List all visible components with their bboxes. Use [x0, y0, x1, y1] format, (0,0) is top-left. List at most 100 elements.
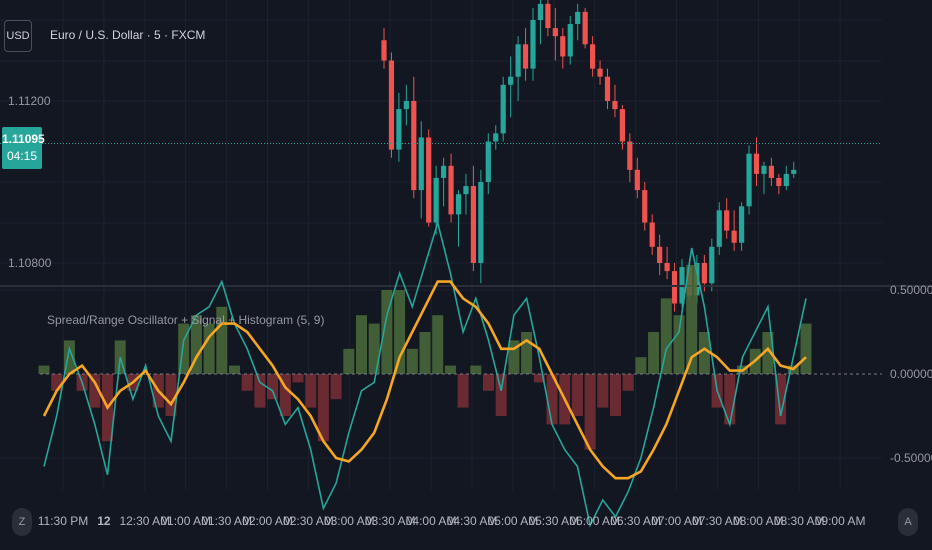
candle-body	[448, 165, 454, 215]
histogram-bar	[241, 374, 253, 391]
histogram-bar	[356, 315, 367, 374]
candle-body	[575, 11, 581, 25]
time-axis-label: 12	[97, 514, 111, 528]
candle-body	[478, 182, 484, 263]
time-axis-label: 03:00 AM	[324, 514, 375, 528]
indicator-axis[interactable]: 0.50000 0.00000 -0.50000	[890, 283, 932, 465]
candle-body	[701, 263, 707, 284]
histogram-bar	[724, 374, 736, 425]
histogram-bar	[279, 374, 291, 416]
time-axis-label: 04:30 AM	[447, 514, 498, 528]
time-axis-label: 06:30 AM	[610, 514, 661, 528]
candle-body	[649, 222, 655, 247]
histogram-bar	[317, 374, 329, 442]
candle-body	[709, 246, 715, 284]
grid	[0, 0, 882, 490]
candle-body	[545, 3, 551, 29]
candle-body	[381, 40, 387, 61]
current-price-value: 1.11095	[2, 132, 45, 146]
candle-body	[552, 28, 558, 37]
time-axis-label: 08:30 AM	[774, 514, 825, 528]
candle-body	[739, 206, 745, 243]
time-axis-label: 06:00 AM	[569, 514, 620, 528]
candle-body	[530, 20, 536, 69]
candle-body	[604, 76, 611, 101]
histogram-bar	[546, 374, 558, 425]
histogram-series	[38, 264, 812, 450]
price-axis[interactable]: 1.11200 1.10800	[8, 94, 52, 270]
indicator-title[interactable]: Spread/Range Oscillator + Signal + Histo…	[47, 313, 325, 327]
candle-body	[537, 3, 544, 21]
candle-body	[724, 210, 730, 231]
histogram-bar	[89, 374, 101, 408]
bar-countdown: 04:15	[6, 149, 38, 163]
oscillator-line	[43, 219, 807, 528]
histogram-bar	[533, 374, 545, 383]
histogram-bar	[254, 374, 266, 408]
candle-body	[508, 76, 514, 85]
candle-body	[463, 186, 469, 195]
time-axis-label: 03:30 AM	[365, 514, 416, 528]
candlestick-series	[381, 0, 797, 312]
auto-scale-left-button[interactable]: Z	[12, 508, 32, 536]
candle-body	[515, 44, 521, 77]
histogram-bar	[343, 348, 355, 374]
time-axis-label: 07:30 AM	[692, 514, 743, 528]
histogram-bar	[63, 340, 75, 374]
auto-scale-right-button[interactable]: A	[898, 508, 918, 536]
candle-body	[619, 109, 625, 142]
histogram-bar	[203, 323, 215, 374]
histogram-bar	[38, 365, 50, 374]
histogram-bar	[368, 323, 380, 374]
histogram-bar	[483, 374, 494, 391]
histogram-bar	[330, 374, 342, 400]
time-axis-label: 01:30 AM	[201, 514, 252, 528]
price-axis-label: 1.11200	[8, 94, 51, 108]
candle-body	[567, 24, 573, 57]
candle-body	[500, 84, 506, 134]
histogram-bar	[267, 374, 279, 400]
histogram-bar	[165, 374, 177, 416]
candle-body	[582, 11, 588, 45]
currency-button[interactable]: USD	[4, 20, 32, 52]
indicator-axis-label: 0.00000	[890, 367, 932, 381]
candle-body	[776, 177, 782, 187]
histogram-bar	[457, 374, 469, 408]
candle-body	[418, 137, 424, 191]
histogram-bar	[406, 348, 418, 374]
candle-body	[388, 60, 395, 150]
candle-body	[671, 271, 678, 304]
candle-body	[783, 173, 789, 187]
time-axis-label: 07:00 AM	[651, 514, 702, 528]
candle-body	[761, 165, 767, 174]
histogram-bar	[698, 332, 710, 374]
histogram-bar	[673, 315, 685, 374]
candle-body	[590, 44, 596, 69]
histogram-bar	[305, 374, 317, 408]
candle-body	[433, 177, 439, 223]
histogram-bar	[432, 315, 444, 374]
candle-body	[664, 263, 670, 272]
histogram-bar	[292, 374, 304, 383]
time-axis-label: 01:00 AM	[160, 514, 211, 528]
histogram-bar	[419, 332, 431, 374]
symbol-title[interactable]: Euro / U.S. Dollar · 5 · FXCM	[50, 28, 206, 42]
time-axis-label: 11:30 PM	[38, 514, 88, 528]
histogram-bar	[394, 290, 406, 374]
histogram-bar	[610, 374, 621, 416]
time-axis-label: 08:00 AM	[733, 514, 784, 528]
histogram-bar	[521, 332, 533, 374]
histogram-bar	[775, 374, 787, 425]
candle-body	[642, 190, 648, 223]
price-axis-label: 1.10800	[8, 256, 52, 270]
histogram-bar	[229, 365, 240, 374]
indicator-axis-label: 0.50000	[890, 283, 932, 297]
candle-body	[657, 246, 663, 263]
time-axis-label: 05:30 AM	[528, 514, 579, 528]
histogram-bar	[686, 264, 698, 374]
candle-body	[768, 165, 774, 178]
histogram-bar	[444, 365, 456, 374]
